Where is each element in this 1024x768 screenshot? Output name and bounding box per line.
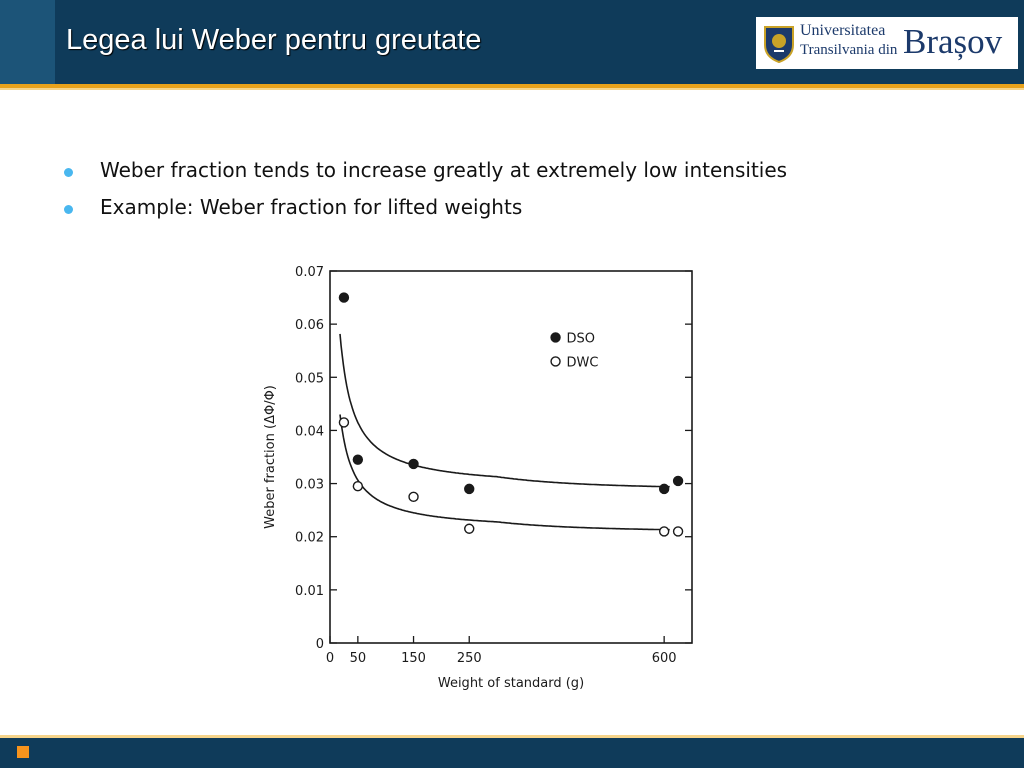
logo-text-city: Brașov [903, 22, 1003, 61]
data-point-dwc [464, 523, 475, 534]
x-tick-label: 150 [401, 651, 426, 666]
legend-marker-dso [550, 332, 561, 343]
slide-title: Legea lui Weber pentru greutate [66, 24, 482, 56]
university-seal-icon [764, 26, 794, 63]
y-axis-label: Weber fraction (ΔΦ/Φ) [263, 385, 278, 529]
university-logo: Universitatea Transilvania din Brașov [756, 17, 1018, 69]
legend-label-dso: DSO [567, 331, 596, 346]
data-point-dwc [338, 417, 350, 428]
data-point-dwc [658, 526, 670, 537]
data-point-dso [352, 454, 364, 465]
data-point-dwc [352, 481, 364, 492]
y-tick-label: 0.01 [295, 584, 324, 599]
bullet-dot-icon [64, 168, 73, 177]
header-accent-rule-light [0, 88, 1024, 90]
y-tick-label: 0.07 [295, 265, 324, 280]
legend-marker-dwc [550, 356, 561, 367]
x-tick-label: 50 [350, 651, 367, 666]
weber-fraction-chart: 0 0.01 0.02 0.03 0.04 0.05 0.06 0.07 0 50 150 250 60… [263, 265, 693, 691]
data-point-dso [464, 483, 475, 495]
footer-bar [0, 738, 1024, 768]
data-point-dso [408, 458, 419, 470]
legend-label-dwc: DWC [567, 355, 599, 370]
header-bar: Legea lui Weber pentru greutate Universi… [0, 0, 1024, 84]
logo-text-line1: Universitatea [800, 22, 886, 39]
x-axis-label: Weight of standard (g) [438, 676, 584, 691]
header-left-block [0, 0, 55, 84]
data-point-dwc [408, 491, 419, 503]
footer-accent-rule [0, 735, 1024, 738]
fitted-curve-dwc [339, 414, 670, 531]
y-tick-label: 0.03 [295, 478, 324, 493]
x-tick-label: 0 [326, 651, 334, 666]
data-point-dwc [672, 526, 684, 537]
bullet-text-2: Example: Weber fraction for lifted weigh… [100, 195, 523, 219]
data-point-dso [658, 483, 670, 495]
logo-text-line2: Transilvania din [800, 42, 898, 58]
fitted-curve-dso [339, 333, 670, 488]
data-point-dso [338, 292, 350, 303]
y-tick-label: 0.04 [295, 424, 324, 439]
plot-frame [329, 270, 693, 644]
y-tick-label: 0.02 [295, 531, 324, 546]
data-point-dso [672, 475, 684, 487]
header-accent-rule [0, 84, 1024, 88]
footer-square-icon [17, 746, 29, 758]
x-tick-label: 600 [652, 651, 677, 666]
bullet-dot-icon [64, 205, 73, 214]
x-tick-label: 250 [457, 651, 482, 666]
y-tick-label: 0.06 [295, 318, 324, 333]
y-tick-label: 0 [316, 637, 324, 652]
y-tick-label: 0.05 [295, 371, 324, 386]
bullet-text-1: Weber fraction tends to increase greatly… [100, 158, 788, 182]
